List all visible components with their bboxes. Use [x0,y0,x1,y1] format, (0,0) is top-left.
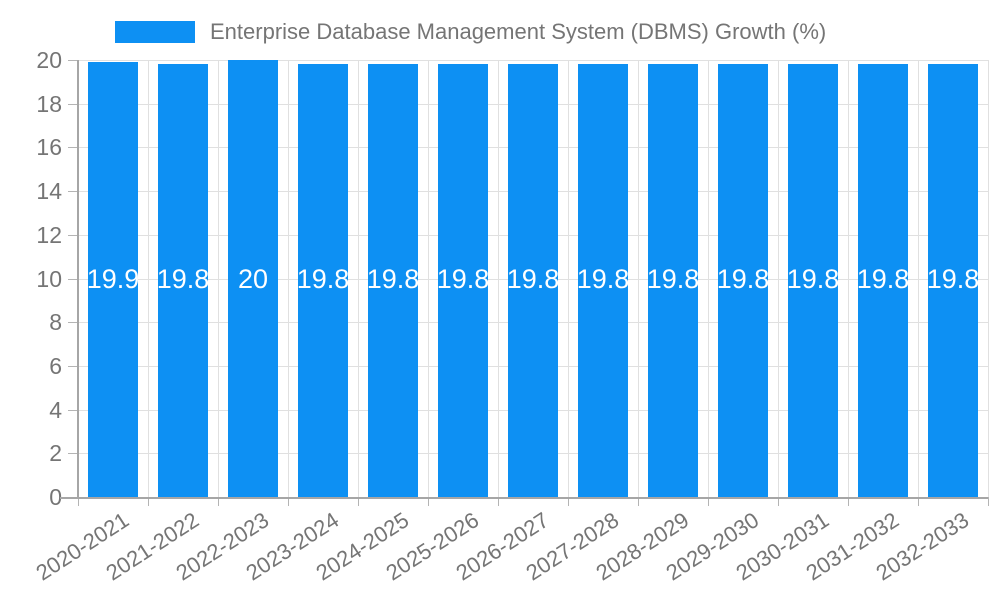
x-gridline [498,60,499,497]
bar-value-label: 19.8 [856,263,910,294]
y-tick-mark [68,453,78,455]
y-tick-mark [68,278,78,280]
bar-value-label: 19.8 [436,263,490,294]
y-tick-mark [68,191,78,193]
bar[interactable] [298,64,348,497]
x-gridline [778,60,779,497]
bar[interactable] [928,64,978,497]
y-tick-label: 12 [36,221,62,248]
legend[interactable]: Enterprise Database Management System (D… [115,17,826,47]
x-tick-mark [428,497,429,506]
bar-value-label: 19.8 [296,263,350,294]
legend-label: Enterprise Database Management System (D… [210,19,827,44]
y-tick-mark [68,365,78,367]
x-gridline [568,60,569,497]
y-tick-label: 14 [36,178,62,205]
y-tick-label: 0 [49,484,62,510]
bar-value-label: 19.8 [156,263,210,294]
bar-value-label: 19.8 [786,263,840,294]
y-tick-mark [68,409,78,411]
x-gridline [848,60,849,497]
x-tick-mark [78,497,79,506]
x-tick-mark [988,497,989,506]
x-gridline [918,60,919,497]
bar-value-label: 19.8 [506,263,560,294]
bar[interactable] [368,64,418,497]
bar[interactable] [508,64,558,497]
bar-value-label: 19.8 [926,263,980,294]
x-tick-mark [638,497,639,506]
y-tick-label: 2 [49,440,62,467]
y-tick-mark [68,147,78,149]
bar[interactable] [858,64,908,497]
legend-swatch[interactable] [115,21,195,43]
x-gridline [148,60,149,497]
bar[interactable] [788,64,838,497]
y-gridline [78,60,988,61]
y-tick-label: 16 [36,134,62,161]
bar[interactable] [718,64,768,497]
bar-value-label: 20 [237,263,269,294]
y-tick-label: 18 [36,90,62,117]
x-tick-mark [848,497,849,506]
x-gridline [218,60,219,497]
x-gridline [638,60,639,497]
x-tick-mark [358,497,359,506]
x-gridline [708,60,709,497]
y-tick-mark [68,103,78,105]
y-tick-label: 20 [36,47,62,73]
y-tick-mark [68,322,78,324]
bar[interactable] [578,64,628,497]
y-tick-mark [68,234,78,236]
x-tick-mark [148,497,149,506]
bar-value-label: 19.8 [366,263,420,294]
y-tick-label: 10 [36,265,62,292]
bar-value-label: 19.8 [576,263,630,294]
bar[interactable] [228,60,278,497]
x-axis-line [60,497,988,499]
x-tick-mark [498,497,499,506]
bar[interactable] [438,64,488,497]
x-tick-mark [708,497,709,506]
y-tick-label: 4 [49,396,62,423]
x-gridline [358,60,359,497]
bar-value-label: 19.8 [716,263,770,294]
x-gridline [988,60,989,497]
x-tick-mark [218,497,219,506]
bar[interactable] [158,64,208,497]
y-tick-label: 6 [49,352,62,379]
y-tick-mark [68,60,78,61]
y-tick-label: 8 [49,309,62,336]
x-tick-mark [778,497,779,506]
x-tick-mark [568,497,569,506]
bar-value-label: 19.8 [646,263,700,294]
x-tick-mark [288,497,289,506]
x-tick-mark [918,497,919,506]
bar[interactable] [88,62,138,497]
bar-value-label: 19.9 [86,263,140,294]
x-gridline [288,60,289,497]
x-gridline [428,60,429,497]
bar[interactable] [648,64,698,497]
y-axis-line [77,60,79,499]
